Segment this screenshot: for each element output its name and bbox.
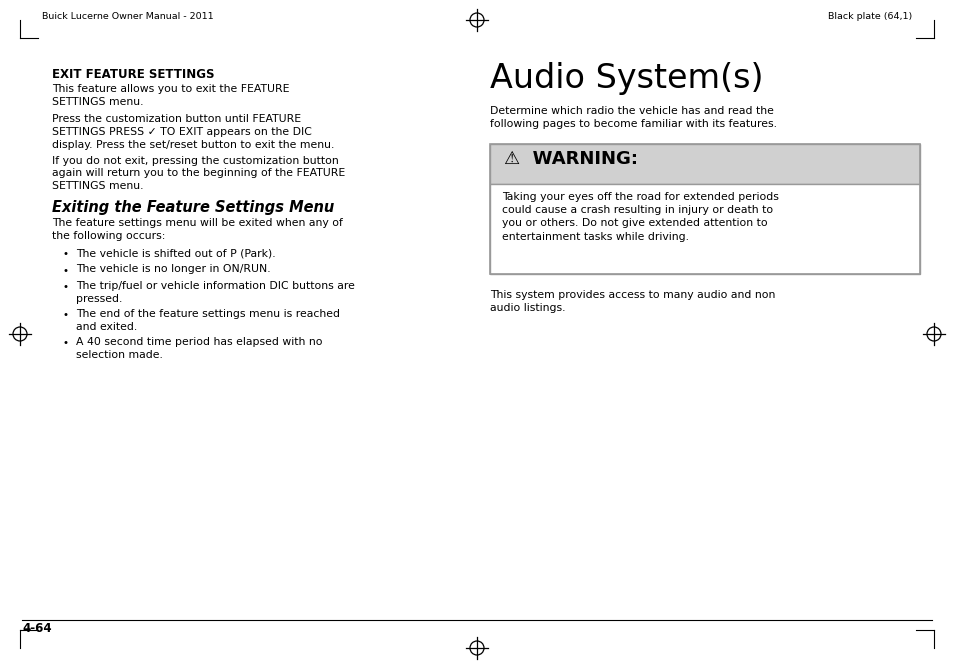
Text: Buick Lucerne Owner Manual - 2011: Buick Lucerne Owner Manual - 2011	[42, 12, 213, 21]
Bar	[490, 144, 919, 274]
Text: •: •	[63, 265, 69, 275]
Text: The vehicle is shifted out of P (Park).: The vehicle is shifted out of P (Park).	[76, 248, 275, 258]
Text: •: •	[63, 282, 69, 292]
Bar	[490, 184, 919, 274]
Text: Taking your eyes off the road for extended periods
could cause a crash resulting: Taking your eyes off the road for extend…	[501, 192, 778, 242]
Text: Black plate (64,1): Black plate (64,1)	[827, 12, 911, 21]
Text: This feature allows you to exit the FEATURE
SETTINGS menu.: This feature allows you to exit the FEAT…	[52, 84, 289, 107]
Text: This system provides access to many audio and non
audio listings.: This system provides access to many audi…	[490, 290, 775, 313]
Text: Exiting the Feature Settings Menu: Exiting the Feature Settings Menu	[52, 200, 334, 215]
Text: 4-64: 4-64	[22, 622, 51, 635]
Text: Press the customization button until FEATURE
SETTINGS PRESS ✓ TO EXIT appears on: Press the customization button until FEA…	[52, 114, 334, 150]
Text: The vehicle is no longer in ON/RUN.: The vehicle is no longer in ON/RUN.	[76, 265, 271, 275]
Text: Determine which radio the vehicle has and read the
following pages to become fam: Determine which radio the vehicle has an…	[490, 106, 776, 129]
Text: If you do not exit, pressing the customization button
again will return you to t: If you do not exit, pressing the customi…	[52, 156, 345, 191]
Bar	[490, 144, 919, 184]
Text: •: •	[63, 249, 69, 259]
Text: The end of the feature settings menu is reached
and exited.: The end of the feature settings menu is …	[76, 309, 339, 332]
Text: •: •	[63, 338, 69, 348]
Text: •: •	[63, 310, 69, 320]
Text: The feature settings menu will be exited when any of
the following occurs:: The feature settings menu will be exited…	[52, 218, 342, 240]
Text: The trip/fuel or vehicle information DIC buttons are
pressed.: The trip/fuel or vehicle information DIC…	[76, 281, 355, 304]
Text: EXIT FEATURE SETTINGS: EXIT FEATURE SETTINGS	[52, 68, 214, 81]
Text: A 40 second time period has elapsed with no
selection made.: A 40 second time period has elapsed with…	[76, 337, 322, 360]
Text: ⚠  WARNING:: ⚠ WARNING:	[503, 150, 638, 168]
Text: Audio System(s): Audio System(s)	[490, 62, 762, 95]
